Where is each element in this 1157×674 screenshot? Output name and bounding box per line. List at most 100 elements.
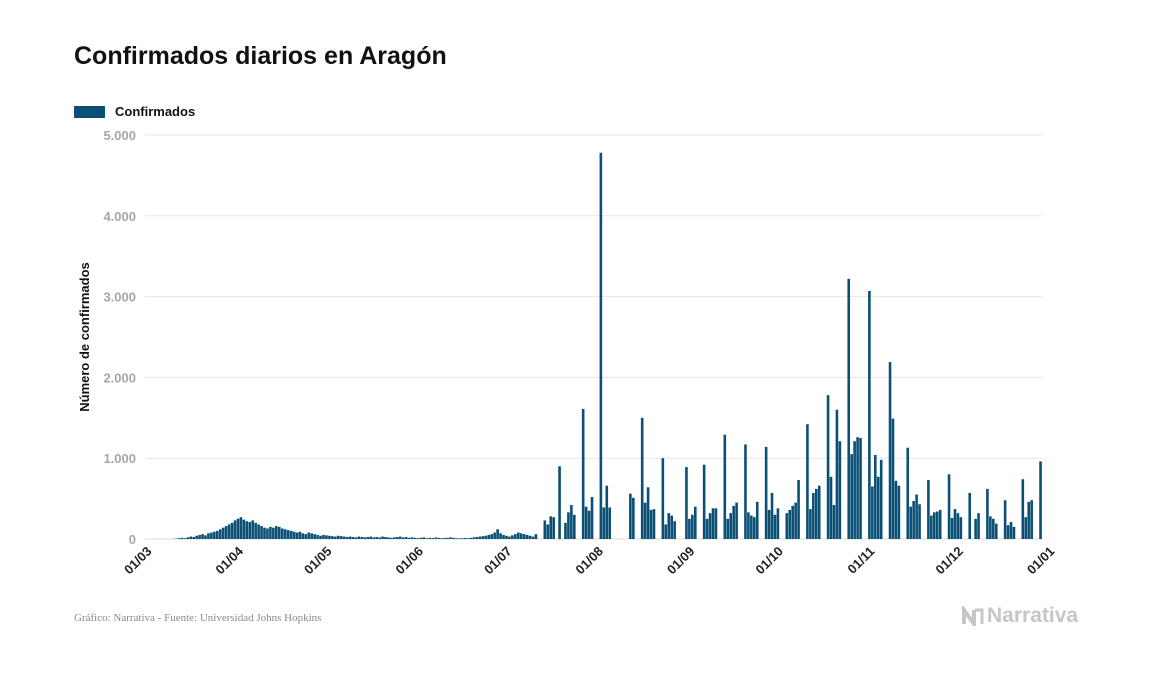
bar [395,536,399,539]
bar [286,530,290,539]
bar [915,494,918,539]
bar [496,529,499,539]
bar [192,536,195,539]
bar [974,518,977,539]
bar [446,537,449,539]
bar [289,530,293,539]
bar [230,522,234,539]
bar [791,505,794,539]
bar [269,526,272,539]
bar [1006,525,1010,539]
bar [691,514,694,539]
bar [342,536,346,539]
bar [894,480,898,539]
bar [493,532,496,539]
bar [213,531,216,539]
bar [850,454,853,539]
source-footer: Gráfico: Narrativa - Fuente: Universidad… [74,612,322,624]
bar [809,509,812,539]
bar [334,536,337,539]
bar [304,534,308,539]
legend: Confirmados [74,104,195,119]
bar [605,485,609,539]
bar [747,512,750,539]
x-tick-label: 01/12 [932,544,966,578]
bar [298,531,302,539]
bar [838,441,842,539]
x-tick-label: 01/05 [301,544,335,578]
y-tick-label: 0 [129,532,136,547]
bar [336,535,340,539]
bar [251,520,254,539]
bar [702,464,706,539]
bar [735,502,738,539]
bar [437,537,440,539]
bar [272,527,275,539]
bar [767,509,771,539]
bar [755,501,759,539]
bar [215,530,219,539]
bar [322,534,325,539]
bar [670,515,673,539]
bar [331,536,334,539]
bar [413,537,417,539]
bar [794,502,797,539]
bar [750,515,753,539]
bar [1021,479,1025,539]
bar [938,509,942,539]
bar [868,290,871,539]
bar [440,538,443,539]
bar [873,454,877,539]
bar [360,536,364,539]
bar [511,535,514,539]
bar [994,523,998,539]
bar [664,524,668,539]
bar [950,517,954,539]
bar [788,509,792,539]
bar [266,528,269,539]
bar [992,518,995,539]
bar [505,535,508,539]
bar [201,534,204,539]
bar [221,527,225,539]
bar [817,485,821,539]
bar [1009,522,1013,539]
bar [632,497,635,539]
bar [407,537,411,539]
bar [1030,500,1033,539]
bar [378,537,381,539]
bar [661,458,665,539]
brand: Narrativa [962,604,1078,628]
bar [292,531,296,539]
x-tick-label: 01/09 [664,544,698,578]
bar [694,506,697,539]
bar [351,536,355,539]
bar [1039,461,1042,539]
bar [773,514,777,539]
bar [177,538,181,539]
bar [325,535,328,539]
bar [348,536,352,539]
bar [1024,517,1028,539]
bar [927,480,930,539]
bar [953,509,957,539]
bar [508,536,511,539]
bar-series-confirmados [174,152,1042,539]
bar [567,512,570,539]
bar [455,538,458,539]
bar [723,434,727,539]
bar [871,486,874,539]
bar [546,524,550,539]
x-tick-label: 01/06 [392,544,426,578]
bar [227,524,231,539]
bar [629,493,632,539]
bar [519,533,523,539]
bar [531,536,535,539]
bar [711,508,715,539]
bar [918,504,921,539]
bar [398,536,402,539]
bar [891,418,895,539]
bar [481,536,485,539]
bar [295,532,299,539]
bar [218,529,222,539]
